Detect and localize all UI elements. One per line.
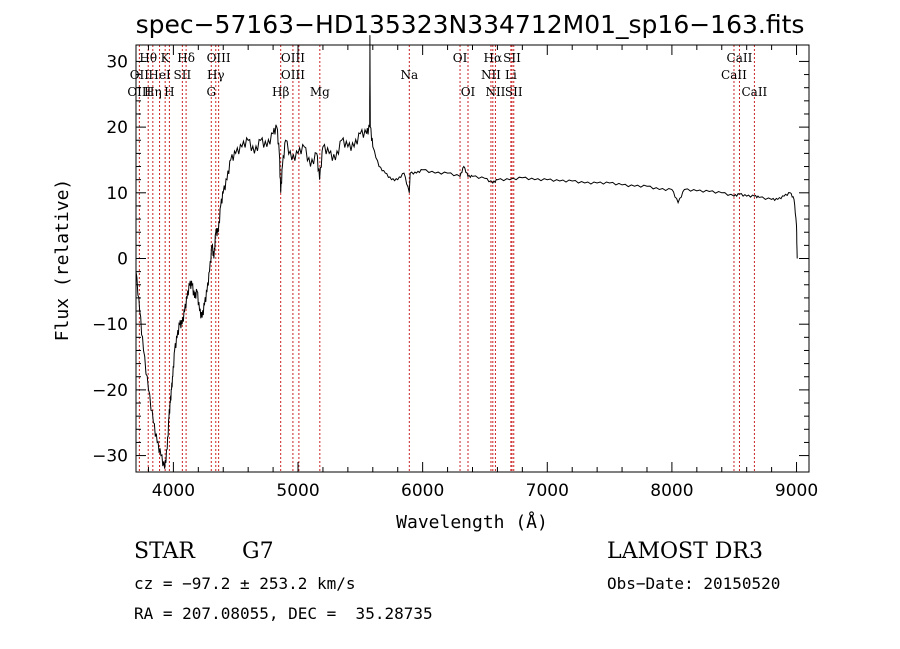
x-tick-label: 5000 [276,481,319,501]
line-label: SII [174,68,192,82]
line-label: Na [400,68,418,82]
line-label: HeI [148,68,171,82]
plot-frame [135,44,810,473]
line-label: OIII [281,51,305,65]
series-layer [135,35,798,469]
line-label: CaII [741,85,767,99]
observation-date: Obs−Date: 20150520 [607,574,781,593]
survey-name: LAMOST DR3 [607,539,763,564]
x-axis-label: Wavelength (Å) [396,511,548,533]
line-label: CaII [727,51,753,65]
line-label: NII [485,85,505,99]
line-label: OIII [207,51,231,65]
line-label: K [161,51,171,65]
redshift-value: cz = −97.2 ± 253.2 km/s [134,574,356,593]
line-label: OI [453,51,468,65]
line-label: Mg [310,85,330,99]
emission-line-markers [138,45,755,472]
y-tick-label: −30 [92,447,128,467]
line-label: Hθ [139,51,157,65]
series-line [135,35,798,469]
spectral-subclass: G7 [242,539,274,564]
line-label: Hγ [207,68,225,82]
object-class: STAR [134,539,195,564]
chart-title: spec−57163−HD135323N334712M01_sp16−163.f… [136,10,805,39]
line-label: Hα [484,51,503,65]
line-label: Hη [144,85,162,99]
y-tick-label: 0 [117,250,128,270]
line-label: SII [503,51,521,65]
line-label: SII [505,85,523,99]
y-tick-label: 20 [106,118,128,138]
y-tick-label: −20 [92,381,128,401]
line-label: OIII [127,85,151,99]
x-tick-label: 7000 [526,481,569,501]
line-label: Hβ [272,85,289,99]
line-label: Li [505,68,517,82]
line-label: NII [481,68,501,82]
y-tick-label: 10 [106,184,128,204]
y-tick-label: −10 [92,315,128,335]
coordinates: RA = 207.08055, DEC = 35.28735 [134,604,433,623]
y-axis-label: Flux (relative) [52,179,73,342]
x-tick-label: 6000 [401,481,444,501]
line-label: OI [461,85,476,99]
x-tick-label: 8000 [650,481,693,501]
line-label: G [206,85,216,99]
line-label: Hδ [177,51,195,65]
x-tick-label: 4000 [152,481,195,501]
line-label: CaII [721,68,747,82]
line-label: OIII [281,68,305,82]
axis-ticks: 4000 5000 6000 7000 8000 9000 −30 −20 −10 0 10 20 30 [92,45,818,501]
x-tick-label: 9000 [775,481,818,501]
y-tick-label: 30 [106,52,128,72]
line-label: H [164,85,174,99]
